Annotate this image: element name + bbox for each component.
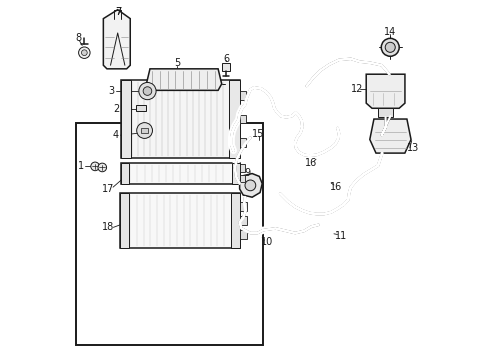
- Text: 2: 2: [113, 104, 119, 114]
- Bar: [229, 80, 240, 158]
- Polygon shape: [147, 69, 221, 90]
- Bar: [240, 115, 246, 123]
- Text: 12: 12: [351, 84, 363, 94]
- Text: 16: 16: [305, 158, 318, 168]
- Bar: [122, 80, 131, 158]
- Bar: [122, 163, 240, 184]
- Bar: [240, 202, 247, 211]
- Circle shape: [385, 42, 395, 52]
- Bar: [141, 128, 148, 134]
- Circle shape: [143, 87, 152, 95]
- Text: 10: 10: [261, 237, 273, 247]
- Text: 14: 14: [384, 27, 396, 37]
- Text: 16: 16: [330, 182, 343, 192]
- Circle shape: [81, 50, 87, 55]
- Text: 11: 11: [335, 231, 347, 240]
- Text: 4: 4: [113, 130, 119, 140]
- Circle shape: [139, 82, 156, 100]
- Text: 7: 7: [116, 7, 122, 17]
- Bar: [76, 123, 263, 345]
- Text: 6: 6: [223, 54, 229, 64]
- Bar: [240, 165, 245, 172]
- Text: 8: 8: [75, 33, 81, 43]
- Text: 9: 9: [245, 168, 251, 178]
- Text: 15: 15: [252, 129, 265, 139]
- Circle shape: [381, 39, 399, 56]
- Circle shape: [91, 162, 99, 171]
- Text: 3: 3: [108, 86, 115, 96]
- Text: 17: 17: [102, 184, 114, 194]
- Bar: [120, 193, 129, 248]
- Polygon shape: [366, 74, 405, 108]
- Bar: [240, 230, 247, 239]
- Text: 1: 1: [78, 161, 84, 171]
- Circle shape: [78, 47, 90, 58]
- Bar: [120, 193, 240, 248]
- Bar: [231, 193, 240, 248]
- Bar: [136, 105, 146, 111]
- Polygon shape: [103, 10, 130, 69]
- Circle shape: [98, 163, 107, 172]
- Bar: [232, 163, 240, 184]
- Text: 7: 7: [116, 7, 122, 17]
- Bar: [240, 216, 247, 225]
- Circle shape: [137, 123, 152, 138]
- Bar: [240, 138, 246, 147]
- Bar: [240, 175, 245, 182]
- Circle shape: [245, 180, 256, 191]
- Bar: [122, 80, 240, 158]
- Bar: [378, 108, 393, 117]
- Bar: [122, 163, 129, 184]
- Text: 13: 13: [407, 143, 419, 153]
- Text: 18: 18: [102, 222, 114, 232]
- Polygon shape: [370, 119, 411, 153]
- Text: 5: 5: [174, 58, 180, 68]
- Bar: [240, 91, 246, 100]
- Polygon shape: [240, 174, 262, 197]
- Bar: [221, 63, 230, 71]
